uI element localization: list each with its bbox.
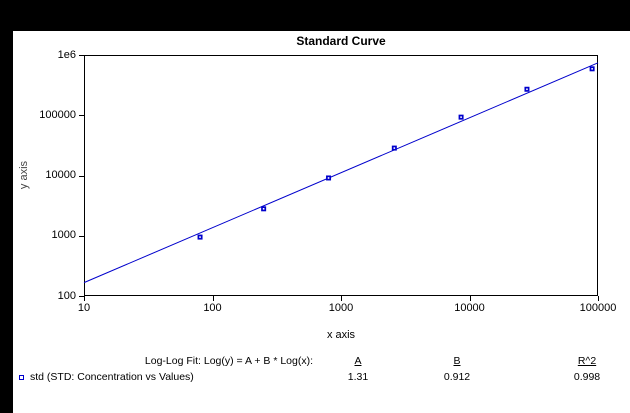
plot-area — [79, 55, 599, 301]
legend-series-label: std (STD: Concentration vs Values) — [30, 371, 194, 383]
column-header-R2: R^2 — [552, 354, 622, 368]
fit-value-R2: 0.998 — [573, 371, 601, 383]
x-tick-label: 100000 — [579, 302, 617, 314]
column-header-A: A — [323, 354, 393, 368]
data-point-marker-center — [262, 208, 265, 210]
y-tick-label: 1e6 — [57, 48, 76, 61]
y-tick-label: 1000 — [51, 229, 76, 242]
data-point-marker-center — [591, 68, 593, 70]
x-tick-label: 100 — [203, 302, 222, 314]
data-point-marker-center — [460, 116, 462, 118]
data-point-marker-center — [526, 88, 528, 91]
y-tick-label: 100000 — [39, 108, 76, 121]
fit-value-B: 0.912 — [443, 371, 471, 383]
fit-value-A: 1.31 — [347, 371, 369, 383]
column-header-A-text: A — [354, 355, 362, 367]
x-axis-label: x axis — [326, 329, 356, 341]
column-header-R2-text: R^2 — [577, 355, 597, 367]
y-tick-label: 10000 — [45, 169, 76, 181]
chart-panel: Standard Curve y axis 100 1000 10000 100000… — [13, 31, 630, 413]
legend-square-marker-icon — [19, 375, 24, 380]
chart-title: Standard Curve — [296, 34, 386, 48]
x-tick-label: 10 — [77, 302, 91, 314]
y-tick-label: 100 — [57, 289, 76, 302]
fit-line — [83, 62, 599, 284]
column-header-B: B — [422, 354, 492, 368]
data-point-marker-center — [199, 236, 201, 238]
fit-equation-label: Log-Log Fit: Log(y) = A + B * Log(x): — [144, 355, 313, 367]
x-tick-label: 10000 — [454, 302, 485, 314]
x-tick-label: 1000 — [328, 302, 354, 314]
data-point-marker-center — [393, 147, 396, 149]
data-point-marker-center — [327, 177, 330, 179]
plot-frame — [84, 55, 598, 296]
column-header-B-text: B — [453, 355, 461, 367]
